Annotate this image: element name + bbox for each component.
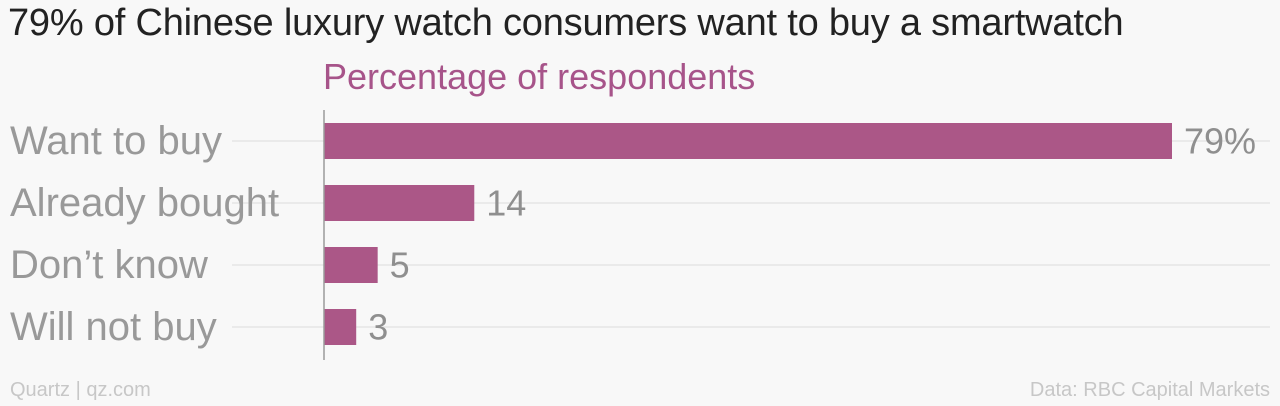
footer-source: Data: RBC Capital Markets — [1029, 379, 1270, 401]
value-label: 5 — [390, 245, 410, 286]
category-label: Want to buy — [10, 119, 222, 163]
footer-credit: Quartz | qz.com — [10, 379, 151, 401]
category-label: Don’t know — [10, 243, 208, 287]
value-label: 14 — [486, 183, 526, 224]
bar — [324, 185, 475, 221]
bar — [324, 309, 357, 345]
chart-subtitle: Percentage of respondents — [323, 56, 756, 97]
value-label: 79% — [1184, 121, 1256, 162]
bar — [324, 123, 1172, 159]
bar — [324, 247, 378, 283]
category-label: Already bought — [10, 181, 279, 225]
chart-title: 79% of Chinese luxury watch consumers wa… — [8, 2, 1124, 44]
value-label: 3 — [368, 307, 388, 348]
category-label: Will not buy — [10, 305, 217, 349]
